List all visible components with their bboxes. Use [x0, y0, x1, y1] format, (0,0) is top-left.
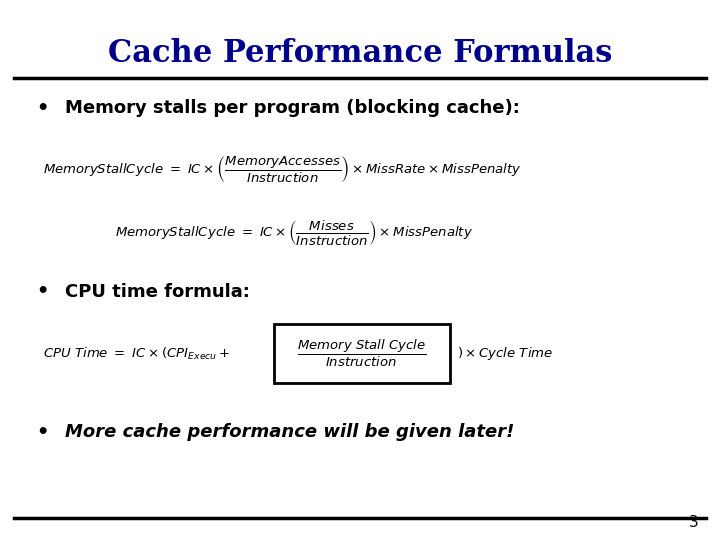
Text: $\left.\right)\times Cycle\ Time$: $\left.\right)\times Cycle\ Time$ [457, 345, 554, 362]
Text: More cache performance will be given later!: More cache performance will be given lat… [65, 423, 514, 441]
Text: $CPU\ Time\ =\ IC\times\left(CPI_{Execu}+\right.$: $CPU\ Time\ =\ IC\times\left(CPI_{Execu}… [43, 346, 230, 362]
Text: $MemoryStallCycle\ =\ IC\times\left(\dfrac{MemoryAccesses}{Instruction}\right)\t: $MemoryStallCycle\ =\ IC\times\left(\dfr… [43, 155, 522, 185]
Text: Memory stalls per program (blocking cache):: Memory stalls per program (blocking cach… [65, 99, 520, 117]
Text: $\dfrac{Memory\ Stall\ Cycle}{Instruction}$: $\dfrac{Memory\ Stall\ Cycle}{Instructio… [297, 338, 426, 369]
Text: Cache Performance Formulas: Cache Performance Formulas [108, 38, 612, 69]
Text: •: • [36, 282, 48, 301]
Text: 3: 3 [688, 515, 698, 530]
FancyBboxPatch shape [274, 324, 450, 383]
Text: •: • [36, 98, 48, 118]
Text: $MemoryStallCycle\ =\ IC\times\left(\dfrac{Misses}{Instruction}\right)\times Mis: $MemoryStallCycle\ =\ IC\times\left(\dfr… [115, 218, 473, 247]
Text: •: • [36, 422, 48, 442]
Text: CPU time formula:: CPU time formula: [65, 282, 250, 301]
